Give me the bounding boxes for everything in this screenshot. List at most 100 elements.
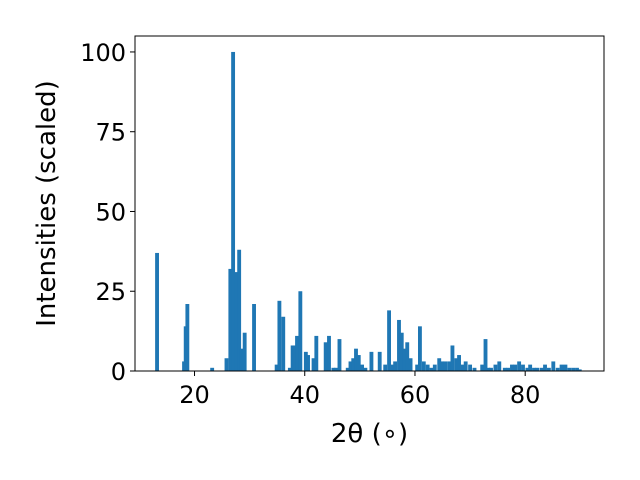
bar <box>237 249 242 371</box>
bar <box>450 345 455 371</box>
bar <box>454 358 459 371</box>
bar <box>415 364 420 371</box>
bar <box>567 367 572 371</box>
bar <box>443 361 448 371</box>
bar <box>489 367 493 371</box>
bar <box>539 367 544 371</box>
bar <box>425 364 430 371</box>
bar <box>311 358 316 371</box>
bar <box>460 364 465 371</box>
bar <box>418 326 422 371</box>
y-tick-label: 75 <box>95 119 126 147</box>
x-axis-label: 2θ (∘) <box>331 419 408 449</box>
bar <box>292 345 297 371</box>
x-tick-label: 40 <box>289 381 320 409</box>
plot-frame <box>134 35 605 372</box>
bar <box>383 364 388 371</box>
bar <box>483 339 488 371</box>
x-axis-ticks: 20 40 60 80 <box>179 371 540 409</box>
bar <box>281 316 286 371</box>
bar <box>389 364 394 371</box>
bar <box>480 364 485 371</box>
bar <box>486 367 491 371</box>
bar <box>295 335 299 371</box>
bar <box>493 364 498 371</box>
bar <box>155 252 159 371</box>
bar <box>274 364 279 371</box>
bar <box>224 358 229 371</box>
bar <box>510 364 514 371</box>
bar <box>345 367 350 371</box>
bar <box>228 268 233 371</box>
bar <box>277 300 282 371</box>
bar <box>513 364 518 371</box>
bar <box>472 367 477 371</box>
bar <box>528 364 533 371</box>
bar <box>306 355 310 371</box>
y-axis-label: Intensities (scaled) <box>32 80 62 327</box>
bars-group <box>155 51 582 371</box>
bar <box>506 367 511 371</box>
bar <box>555 367 560 371</box>
bar <box>327 335 331 371</box>
bar <box>387 310 391 371</box>
bar <box>239 348 244 371</box>
bar <box>463 361 468 371</box>
bar <box>314 335 319 371</box>
bar <box>468 364 473 371</box>
bar <box>360 364 364 371</box>
bar <box>577 369 582 371</box>
bar <box>356 355 361 371</box>
bar <box>402 348 407 371</box>
bar <box>405 342 410 371</box>
bar <box>231 51 236 371</box>
bar <box>351 358 356 371</box>
x-tick-label: 80 <box>510 381 541 409</box>
bar <box>397 319 401 371</box>
bar <box>408 358 413 371</box>
bar <box>497 361 502 371</box>
bar <box>521 364 525 371</box>
bar <box>252 304 256 371</box>
y-tick-label: 25 <box>95 278 126 306</box>
bar <box>447 361 452 371</box>
bar <box>440 361 444 371</box>
x-tick-label: 60 <box>400 381 431 409</box>
bar <box>571 367 576 371</box>
bar <box>377 351 382 371</box>
bar <box>354 348 358 371</box>
bar <box>559 364 564 371</box>
bar <box>242 332 247 371</box>
bar <box>363 367 368 371</box>
bar <box>432 364 437 371</box>
x-tick-label: 20 <box>179 381 210 409</box>
bar <box>551 361 556 371</box>
bar <box>457 355 461 371</box>
bar <box>185 304 190 371</box>
bar <box>287 367 292 371</box>
bar <box>331 367 336 371</box>
bar <box>393 361 398 371</box>
bar <box>303 351 308 371</box>
bar <box>334 367 339 371</box>
bar <box>437 358 442 371</box>
bar <box>517 361 522 371</box>
y-tick-label: 50 <box>95 198 126 226</box>
y-tick-label: 0 <box>111 358 126 386</box>
bar <box>535 367 540 371</box>
bar <box>298 291 303 371</box>
bar <box>563 364 568 371</box>
bar <box>234 272 239 371</box>
bar <box>337 339 342 371</box>
bar <box>369 351 374 371</box>
bar <box>525 367 530 371</box>
bar <box>210 367 215 371</box>
bar <box>546 367 551 371</box>
y-tick-label: 100 <box>80 39 126 67</box>
bar <box>399 332 404 371</box>
bar <box>502 367 507 371</box>
bar <box>290 345 295 371</box>
bar <box>323 342 328 371</box>
bar <box>532 367 536 371</box>
